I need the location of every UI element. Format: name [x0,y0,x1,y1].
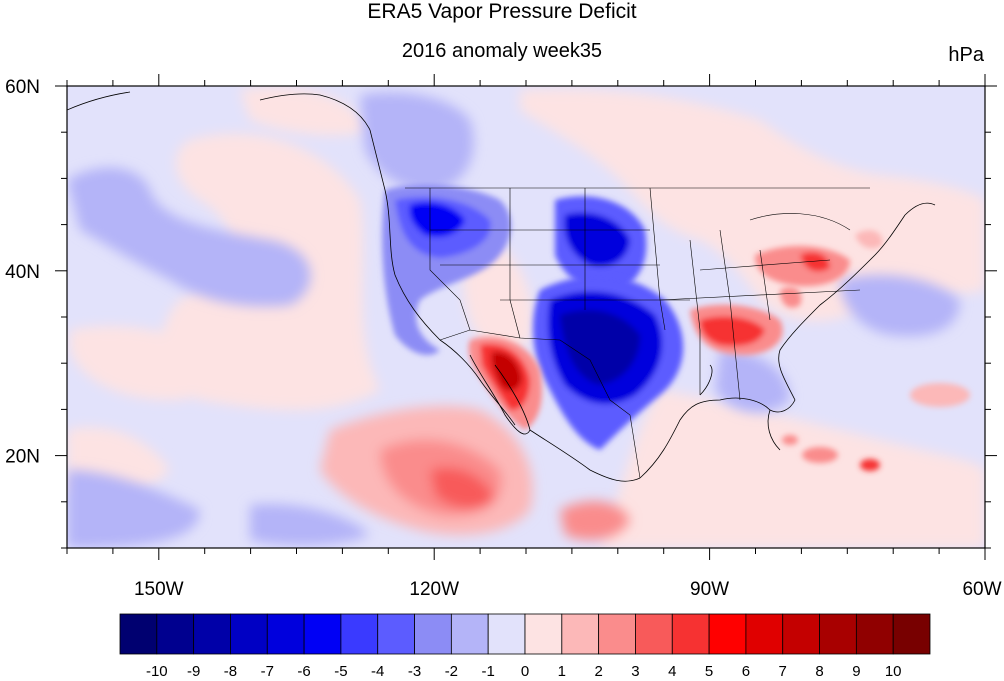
colorbar-box [377,613,415,655]
colorbar-box [340,613,379,655]
colorbar-label: 4 [668,663,676,680]
colorbar-label: -6 [297,663,310,680]
map-title: ERA5 Vapor Pressure Deficit [367,0,637,23]
colorbar-label: 6 [742,663,750,680]
colorbar-box [524,613,563,655]
colorbar-label: 7 [779,663,787,680]
colorbar-box [745,613,784,655]
colorbar-label: 3 [631,663,639,680]
colorbar-label: 0 [521,663,529,680]
colorbar-label: -9 [187,663,200,680]
colorbar-box [598,613,636,655]
colorbar-box [487,613,526,655]
colorbar-label: 8 [815,663,823,680]
x-axis-labels: 150W 120W 90W 60W [134,579,1002,600]
x-tick-label: 60W [962,579,1001,600]
map-subtitle: 2016 anomaly week35 [401,40,603,62]
colorbar-box [855,613,894,655]
colorbar-label: -5 [334,663,347,680]
colorbar-box [414,613,452,655]
colorbar-label: -8 [224,663,237,680]
colorbar-box [819,613,857,655]
y-tick-label: 40N [5,262,40,283]
colorbar-box [561,613,600,655]
y-tick-label: 60N [5,77,40,98]
colorbar-label: 10 [885,663,902,680]
colorbar-box [230,613,268,655]
colorbar-box [708,613,747,655]
political-borders [405,187,870,479]
colorbar-box [892,613,931,655]
y-tick-label: 20N [5,447,40,468]
colorbar-box [303,613,342,655]
axis-ticks [55,74,997,560]
colorbar-label: 9 [852,663,860,680]
colorbar-label: -1 [482,663,495,680]
x-tick-label: 150W [134,579,184,600]
units-label: hPa [948,44,984,66]
colorbar-box [671,613,710,655]
colorbar-box [635,613,673,655]
colorbar-label: -4 [371,663,384,680]
anomaly-field [67,86,985,548]
colorbar-label: 2 [594,663,602,680]
colorbar [119,613,931,655]
colorbar-box [193,613,231,655]
colorbar-label: 5 [705,663,713,680]
colorbar-box [782,613,820,655]
colorbar-label: -7 [261,663,274,680]
colorbar-label: 1 [558,663,566,680]
colorbar-box [156,613,195,655]
coastlines [67,91,936,482]
colorbar-box [266,613,305,655]
colorbar-label: -3 [408,663,421,680]
colorbar-box [450,613,489,655]
x-tick-label: 120W [409,579,459,600]
colorbar-labels: -10 -9 -8 -7 -6 -5 -4 -3 -2 -1 0 1 2 3 4 5 6 7 8 9 10 [146,663,902,680]
colorbar-box [119,613,158,655]
y-axis-labels: 60N 40N 20N [5,77,40,468]
colorbar-label: -10 [146,663,168,680]
x-tick-label: 90W [690,579,729,600]
colorbar-label: -2 [445,663,458,680]
